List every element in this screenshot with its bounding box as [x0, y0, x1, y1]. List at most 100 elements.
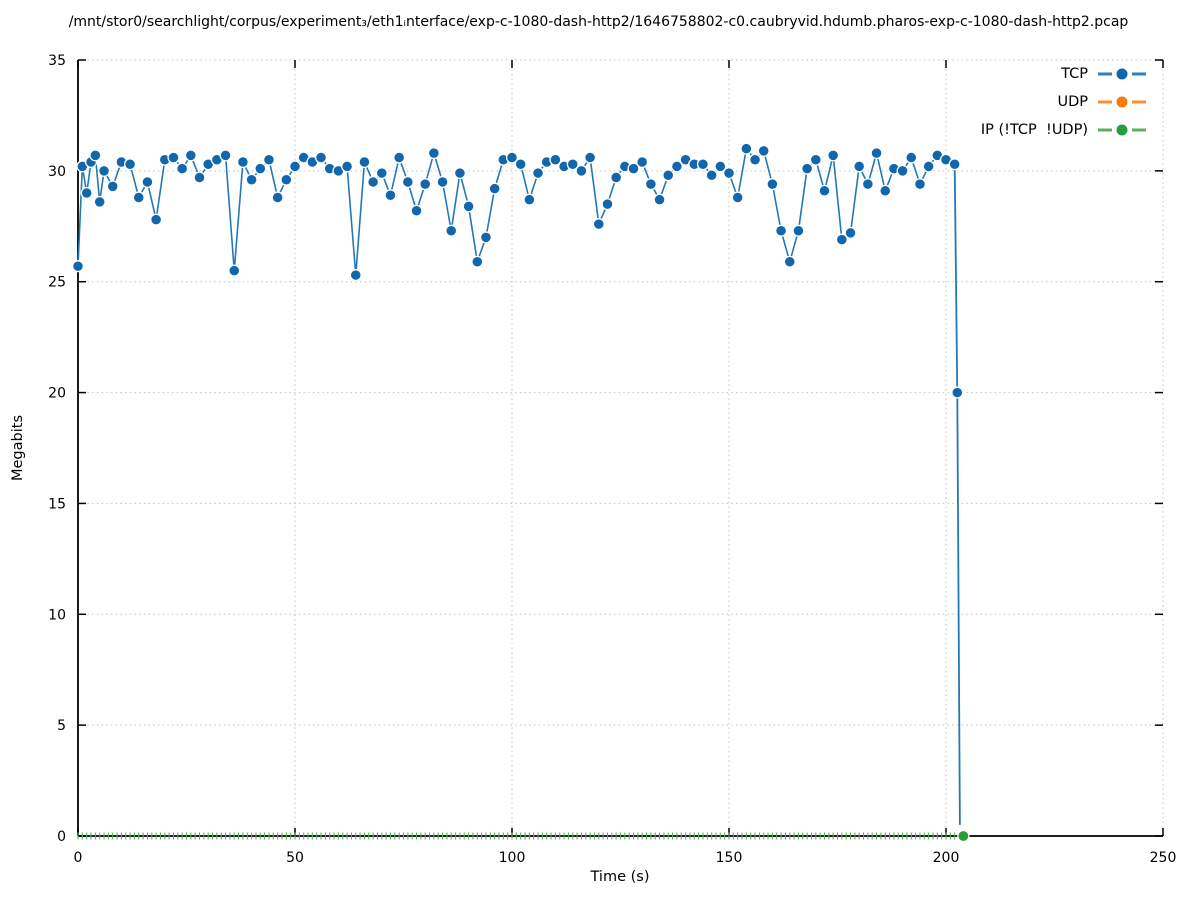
chart-title: /mnt/stor0/searchlight/corpus/experiment… — [68, 14, 1129, 30]
series-point — [766, 178, 779, 191]
series-point — [176, 162, 189, 175]
series-point — [488, 182, 501, 195]
series-point — [124, 158, 137, 171]
series-point — [271, 191, 284, 204]
series-point — [349, 269, 362, 282]
legend-label: UDP — [1057, 94, 1088, 110]
series-point — [280, 173, 293, 186]
series-point — [228, 264, 241, 277]
series-point — [505, 151, 519, 164]
series-point — [714, 160, 727, 173]
x-tick-label: 200 — [933, 850, 960, 866]
legend: TCP UDP IP (!TCP !UDP) — [981, 60, 1146, 144]
legend-marker-icon — [1098, 124, 1146, 136]
y-tick-label: 30 — [48, 164, 66, 180]
series-point — [523, 193, 536, 206]
x-tick-label: 50 — [286, 850, 304, 866]
series-point — [853, 160, 866, 173]
series-point — [722, 167, 736, 180]
series-point — [879, 184, 892, 197]
series-point — [809, 153, 822, 166]
series-point — [314, 151, 328, 164]
series-point — [236, 155, 249, 169]
series-point — [757, 144, 770, 157]
series-point — [445, 224, 458, 237]
series-point — [861, 178, 874, 191]
y-tick-label: 10 — [48, 607, 66, 623]
series-point — [740, 142, 753, 155]
series-point — [731, 191, 744, 204]
series-point — [705, 169, 718, 182]
series-point — [471, 255, 484, 268]
series-point — [827, 149, 840, 162]
series-point — [150, 213, 163, 226]
series-point — [670, 160, 683, 173]
series-point — [80, 186, 93, 200]
series-end-point — [957, 829, 970, 843]
series-point — [254, 162, 267, 175]
y-tick-label: 15 — [48, 496, 66, 512]
series-point — [748, 153, 762, 166]
series-point — [367, 175, 380, 188]
series-point — [341, 160, 354, 173]
series-point — [662, 169, 675, 182]
series-point — [401, 175, 414, 188]
series-point — [775, 224, 788, 237]
series-point — [913, 178, 927, 191]
series-point — [358, 155, 371, 169]
series-point — [132, 191, 145, 204]
x-tick-label: 0 — [74, 850, 83, 866]
x-axis-label: Time (s) — [590, 869, 650, 885]
series-point — [566, 158, 579, 171]
x-tick-label: 100 — [499, 850, 526, 866]
series-point — [922, 160, 935, 173]
series-point — [783, 255, 796, 268]
series-point — [636, 155, 649, 169]
series-point — [948, 158, 961, 171]
series-point — [696, 158, 710, 171]
series-point — [410, 204, 423, 217]
series-point — [627, 162, 640, 175]
series-point — [644, 178, 657, 191]
series-point — [393, 151, 406, 164]
legend-marker-icon — [1098, 96, 1146, 108]
series-point — [905, 151, 918, 164]
series-point — [479, 231, 493, 244]
series-point — [870, 147, 883, 160]
series-point — [601, 198, 614, 211]
series-point — [245, 173, 258, 186]
y-tick-label: 20 — [48, 386, 66, 402]
series-point — [288, 160, 302, 173]
series-point — [575, 164, 588, 177]
series-point — [193, 171, 206, 184]
series-point — [835, 233, 848, 246]
y-tick-label: 25 — [48, 275, 66, 291]
series-point — [219, 149, 232, 162]
series-point — [436, 175, 449, 188]
x-tick-label: 250 — [1150, 850, 1177, 866]
series-point — [462, 200, 475, 213]
series-point — [592, 218, 605, 231]
series-point — [384, 189, 397, 202]
y-tick-label: 0 — [57, 829, 66, 845]
y-tick-label: 35 — [48, 53, 66, 69]
series-point — [167, 151, 180, 164]
series-point — [531, 167, 545, 180]
legend-label: IP (!TCP !UDP) — [980, 122, 1088, 138]
series-point — [89, 149, 102, 162]
x-tick-label: 150 — [716, 850, 743, 866]
series-point — [453, 167, 466, 180]
y-tick-label: 5 — [57, 718, 66, 734]
series-point — [93, 195, 106, 208]
series-point — [71, 260, 85, 273]
series-point — [106, 180, 119, 193]
series-point — [610, 171, 623, 184]
series-point — [375, 167, 388, 180]
legend-row: IP (!TCP !UDP) — [981, 116, 1146, 144]
series-point — [141, 175, 154, 188]
series-point — [818, 184, 831, 197]
series-point — [792, 224, 805, 237]
series-point — [844, 226, 857, 239]
